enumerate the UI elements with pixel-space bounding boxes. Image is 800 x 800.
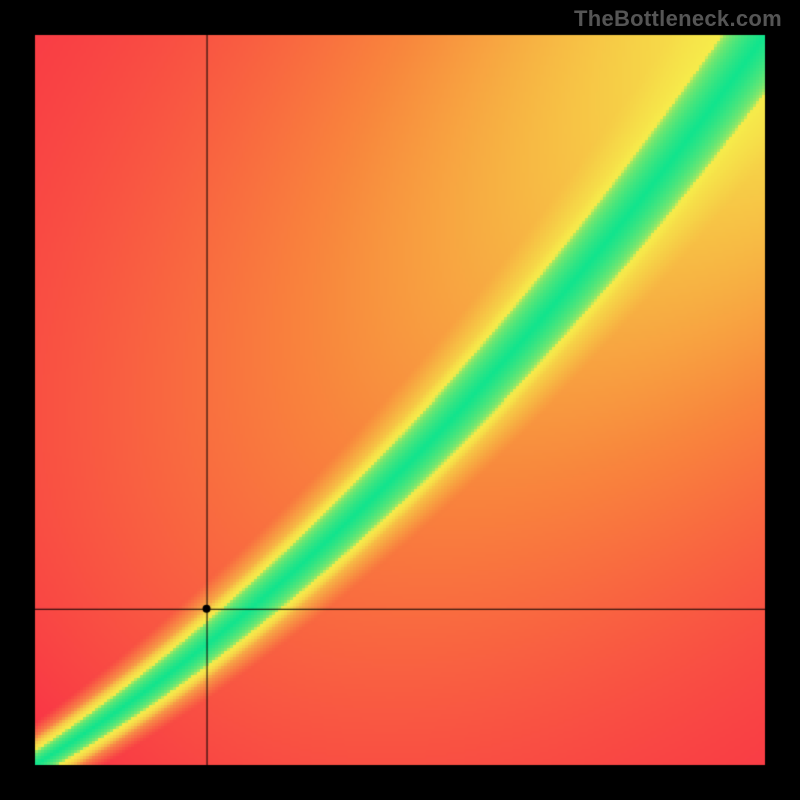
watermark-text: TheBottleneck.com: [574, 6, 782, 32]
chart-frame: TheBottleneck.com: [0, 0, 800, 800]
heatmap-canvas: [0, 0, 800, 800]
